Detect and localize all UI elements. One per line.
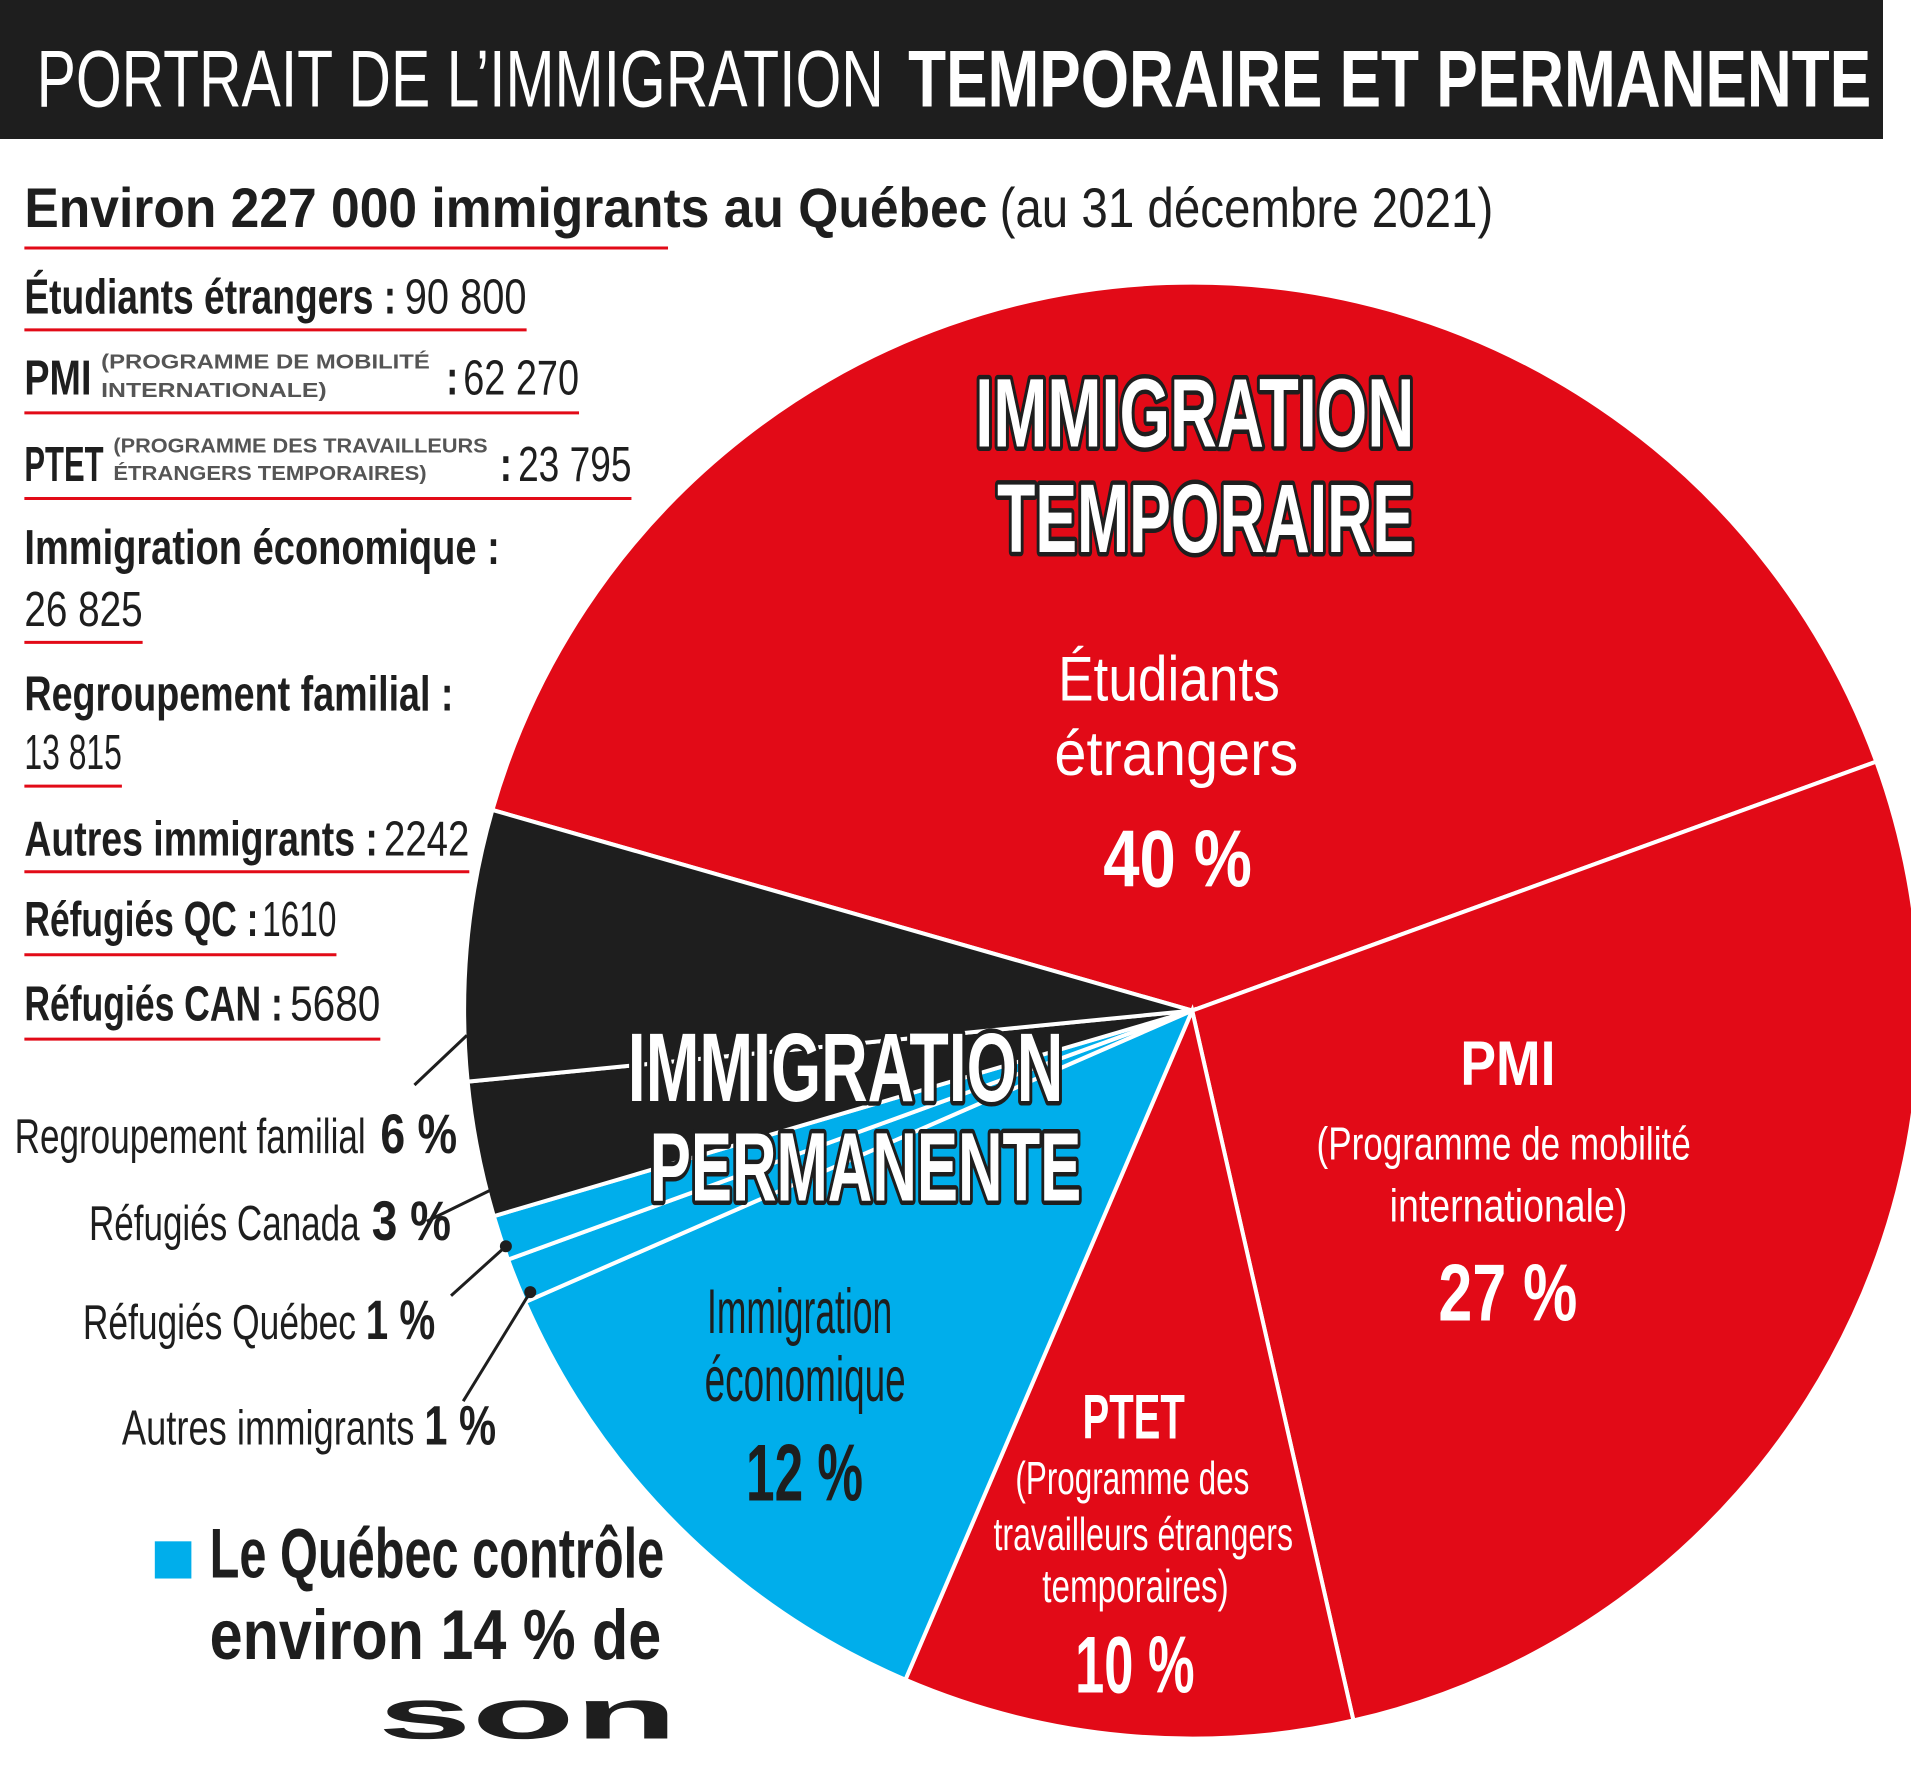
stat-label: Étudiants étrangers : bbox=[24, 271, 396, 325]
slice-note: (Programme de mobilité internationale) bbox=[1317, 1117, 1701, 1231]
title-light: PORTRAIT DE L’IMMIGRATION bbox=[37, 35, 884, 125]
slice-value-label: 10 % bbox=[1075, 1621, 1194, 1711]
slice-value-label: 1 % bbox=[366, 1288, 435, 1351]
header-bar bbox=[0, 0, 1883, 139]
stat-label: Immigration économique : bbox=[24, 521, 499, 575]
subtitle-date: (au 31 décembre 2021) bbox=[1000, 176, 1494, 239]
legend-swatch bbox=[154, 1541, 192, 1579]
leader-line bbox=[425, 1189, 491, 1223]
stat-value: 62 270 bbox=[463, 351, 579, 405]
stat-label: Réfugiés QC : bbox=[24, 893, 258, 947]
stat-note: (PROGRAMME DES TRAVAILLEURS ÉTRANGERS TE… bbox=[113, 435, 493, 485]
slice-value-label: 40 % bbox=[1103, 815, 1252, 905]
pie-slice bbox=[1189, 759, 1911, 1723]
stat-separator: : bbox=[446, 351, 458, 405]
stat-value: 5680 bbox=[290, 978, 380, 1032]
slice-label: Immigration économique bbox=[705, 1277, 906, 1415]
title-bold: TEMPORAIRE ET PERMANENTE bbox=[908, 35, 1871, 125]
stat-label: PMI bbox=[24, 351, 91, 405]
subtitle-bold: Environ 227 000 immigrants au Québec bbox=[24, 176, 987, 239]
slice-label: PTET bbox=[1082, 1382, 1185, 1452]
group-label: IMMIGRATION PERMANENTE bbox=[628, 1013, 1081, 1221]
slice-value-label: 6 % bbox=[380, 1102, 457, 1165]
leader-dot bbox=[499, 1240, 512, 1253]
slice-label: Autres immigrants bbox=[122, 1402, 415, 1456]
stat-label: Regroupement familial : bbox=[24, 668, 453, 722]
pie-slice bbox=[462, 807, 1193, 1084]
slice-value-label: 27 % bbox=[1438, 1249, 1577, 1339]
stat-separator: : bbox=[500, 438, 512, 492]
legend-text: Le Québec contrôle environ 14 % de son bbox=[210, 1513, 678, 1753]
slice-label: Réfugiés Québec bbox=[83, 1296, 356, 1350]
group-label: IMMIGRATION TEMPORAIRE bbox=[975, 358, 1432, 572]
leader-line bbox=[461, 1291, 532, 1402]
slice-note: (Programme des travailleurs étrangers te… bbox=[993, 1452, 1301, 1612]
stat-note: (PROGRAMME DE MOBILITÉ INTERNATIONALE) bbox=[101, 350, 436, 402]
stat-value: 2242 bbox=[384, 813, 469, 867]
leader-dot bbox=[524, 1286, 537, 1299]
leader-line bbox=[450, 1245, 507, 1297]
stat-label: Autres immigrants : bbox=[24, 813, 378, 867]
slice-label: Étudiants étrangers bbox=[1054, 645, 1298, 789]
slice-label: PMI bbox=[1460, 1029, 1555, 1099]
pie-slice bbox=[522, 1006, 1197, 1683]
slice-label: Regroupement familial bbox=[15, 1110, 366, 1164]
stat-value: 23 795 bbox=[518, 438, 631, 492]
stat-label: PTET bbox=[24, 438, 103, 492]
slice-value-label: 1 % bbox=[424, 1394, 496, 1457]
stat-value: 13 815 bbox=[24, 726, 122, 780]
pie-slice bbox=[489, 280, 1879, 1013]
stat-value: 90 800 bbox=[405, 271, 527, 325]
stat-label: Réfugiés CAN : bbox=[24, 978, 282, 1032]
slice-value-label: 12 % bbox=[746, 1428, 863, 1518]
leader-line bbox=[413, 1034, 468, 1087]
pie-slice bbox=[902, 1004, 1356, 1741]
stat-value: 26 825 bbox=[24, 583, 142, 637]
slice-label: Réfugiés Canada bbox=[89, 1197, 360, 1251]
slice-value-label: 3 % bbox=[372, 1189, 451, 1252]
stat-value: 1610 bbox=[262, 893, 336, 947]
